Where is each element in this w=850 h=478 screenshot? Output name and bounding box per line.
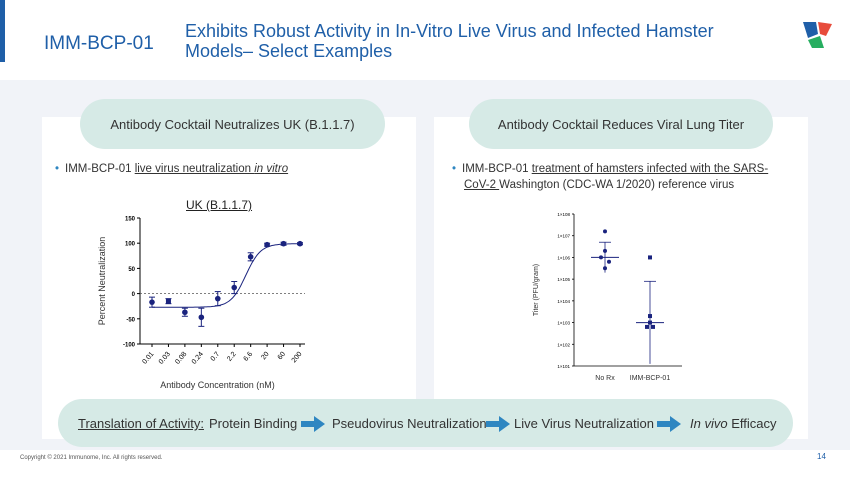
- x-axis-label: Antibody Concentration (nM): [160, 380, 275, 390]
- bullet-dot-icon: •: [452, 163, 457, 175]
- left-panel-heading: Antibody Cocktail Neutralizes UK (B.1.1.…: [80, 99, 385, 149]
- y-tick-label: 1×102: [557, 342, 570, 347]
- data-point: [214, 295, 221, 302]
- data-point: [198, 314, 205, 321]
- y-tick-label: 1×106: [557, 255, 570, 260]
- bullet-dot-icon: •: [55, 163, 60, 175]
- left-bullet-italic: in vitro: [254, 163, 289, 175]
- y-tick-label: 1×105: [557, 277, 570, 282]
- data-point: [599, 255, 603, 260]
- product-code: IMM-BCP-01: [44, 33, 154, 54]
- data-point: [247, 254, 254, 260]
- fit-curve: [152, 243, 301, 308]
- data-point: [648, 320, 652, 325]
- company-logo-icon: [803, 22, 832, 48]
- neutralization-chart: 150 100 50 0 -50 -100 0.01 0.03 0.08 0.24 0.7 2.2 6.…: [97, 217, 305, 390]
- y-tick-label: 0: [132, 292, 136, 298]
- left-panel: [42, 117, 416, 439]
- y-tick-label: 1×107: [557, 234, 570, 239]
- data-point: [280, 240, 287, 247]
- page-number: 14: [817, 452, 826, 461]
- x-tick-label: 60: [277, 351, 287, 362]
- left-bullet-underlined: live virus neutralization: [134, 163, 255, 175]
- copyright: Copyright © 2021 Immunome, Inc. All righ…: [20, 455, 163, 461]
- y-tick-label: 50: [128, 267, 135, 273]
- page-title: Exhibits Robust Activity in In-Vitro Liv…: [185, 21, 714, 61]
- data-point: [648, 255, 652, 260]
- data-point: [264, 241, 270, 248]
- y-axis-label: Titer (PFU/gram): [533, 264, 540, 316]
- header-accent-bar: [0, 0, 5, 62]
- data-point: [182, 309, 188, 316]
- y-tick-label: -50: [126, 317, 135, 323]
- x-tick-label: 0.7: [210, 351, 222, 363]
- y-tick-label: 150: [125, 217, 136, 223]
- x-tick-label: 0.08: [174, 351, 188, 366]
- right-bullet-rest: Washington (CDC-WA 1/2020) reference vir…: [499, 179, 735, 191]
- arrow-right-icon: [486, 416, 510, 432]
- data-point: [648, 314, 652, 319]
- right-panel-heading: Antibody Cocktail Reduces Viral Lung Tit…: [469, 99, 773, 149]
- step-protein-binding: Protein Binding: [209, 416, 298, 431]
- right-bullet-underlined-1: treatment of hamsters infected with the …: [531, 163, 769, 175]
- data-point: [651, 324, 655, 329]
- titer-chart: 1×101 1×102 1×103 1×104 1×105 1×106 1×107 1×108…: [533, 212, 682, 382]
- x-tick-label: 200: [291, 351, 304, 365]
- data-point: [149, 299, 155, 305]
- data-point: [603, 229, 607, 234]
- data-point: [645, 324, 649, 329]
- data-point: [231, 284, 238, 291]
- x-category-label: IMM-BCP-01: [630, 375, 671, 382]
- y-tick-label: 1×108: [557, 212, 570, 217]
- step-in-vivo: In vivo Efficacy: [690, 416, 776, 431]
- right-bullet: • IMM-BCP-01 treatment of hamsters infect…: [452, 161, 792, 193]
- right-panel: [434, 117, 808, 439]
- data-point: [603, 248, 607, 253]
- left-bullet-prefix: IMM-BCP-01: [65, 163, 135, 175]
- x-tick-label: 2.2: [226, 351, 238, 363]
- right-bullet-underlined-2: CoV-2: [464, 179, 500, 191]
- x-tick-label: 20: [260, 351, 270, 362]
- data-point: [165, 298, 171, 304]
- arrow-right-icon: [301, 416, 325, 432]
- x-tick-label: 0.03: [158, 351, 172, 366]
- y-tick-label: 1×101: [557, 364, 570, 369]
- x-tick-label: 6.6: [243, 351, 255, 363]
- step-in-vivo-rest: Efficacy: [727, 416, 777, 431]
- data-point: [297, 240, 303, 247]
- y-tick-label: 100: [125, 242, 136, 248]
- step-in-vivo-italic: In vivo: [690, 416, 728, 431]
- x-tick-label: 0.24: [191, 351, 205, 366]
- data-point: [603, 266, 607, 271]
- left-bullet: • IMM-BCP-01 live virus neutralization in…: [55, 161, 288, 177]
- arrow-right-icon: [657, 416, 681, 432]
- right-bullet-prefix: IMM-BCP-01: [462, 163, 532, 175]
- data-point: [607, 259, 611, 264]
- y-tick-label: -100: [123, 343, 136, 349]
- step-pseudovirus: Pseudovirus Neutralization: [332, 416, 487, 431]
- y-axis-label: Percent Neutralization: [97, 237, 107, 326]
- step-live-virus: Live Virus Neutralization: [514, 416, 654, 431]
- x-category-label: No Rx: [595, 375, 615, 382]
- y-tick-label: 1×103: [557, 321, 570, 326]
- translation-label: Translation of Activity:: [78, 416, 204, 431]
- x-tick-label: 0.01: [141, 351, 155, 366]
- y-tick-label: 1×104: [557, 299, 570, 304]
- header: IMM-BCP-01 Exhibits Robust Activity in I…: [0, 0, 850, 78]
- neutralization-chart-title: UK (B.1.1.7): [186, 198, 253, 212]
